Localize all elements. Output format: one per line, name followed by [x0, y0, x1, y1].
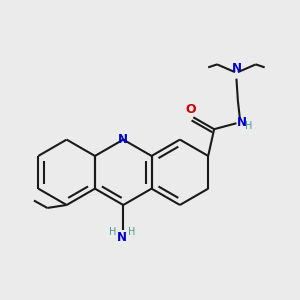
- Text: N: N: [237, 116, 247, 130]
- Text: H: H: [245, 121, 252, 130]
- Text: H: H: [109, 227, 117, 237]
- Text: N: N: [118, 133, 128, 146]
- Text: N: N: [231, 62, 242, 75]
- Text: N: N: [117, 231, 127, 244]
- Text: H: H: [128, 227, 135, 237]
- Text: O: O: [185, 103, 196, 116]
